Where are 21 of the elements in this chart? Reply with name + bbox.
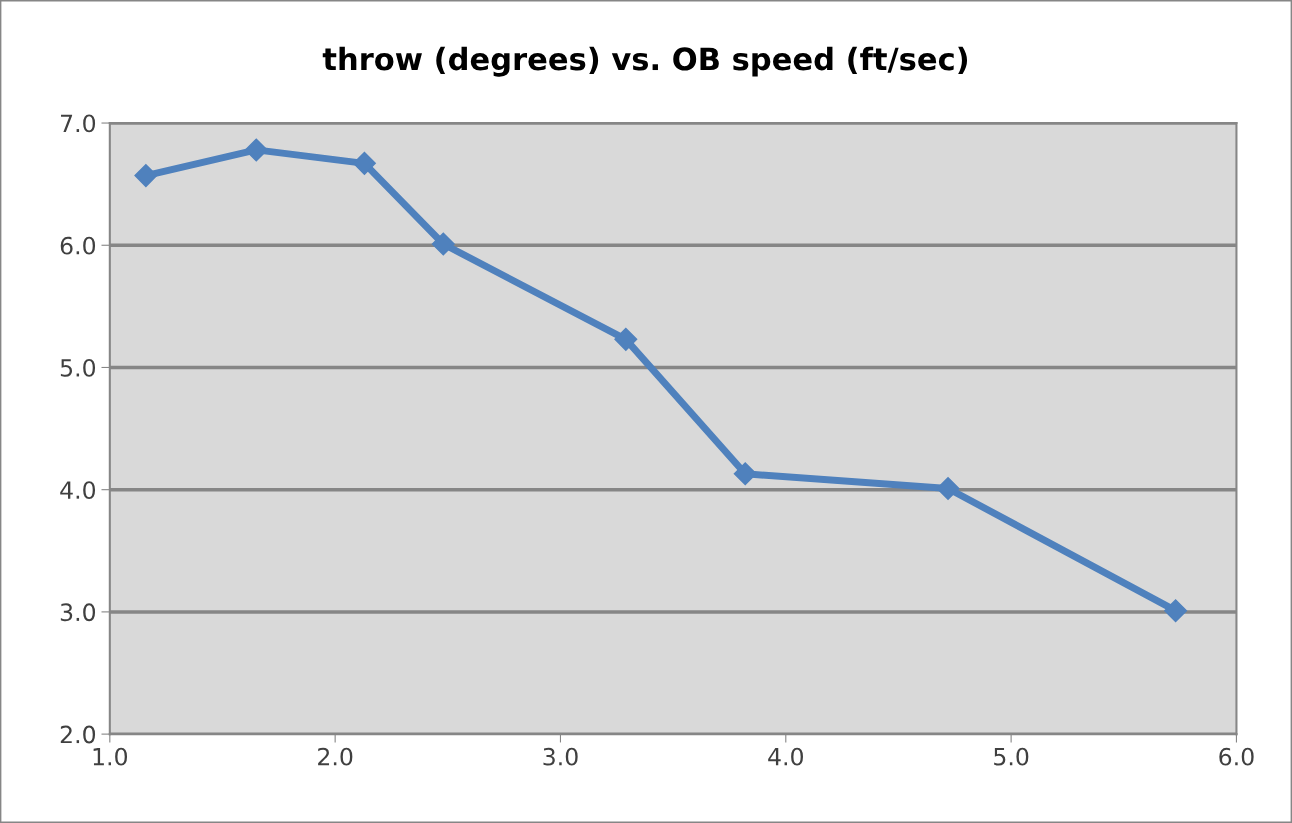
- x-tick-label: 2.0: [318, 747, 353, 766]
- y-tick-label: 3.0: [60, 603, 96, 622]
- x-tick-label: 5.0: [994, 747, 1029, 766]
- point: [431, 232, 455, 256]
- point: [614, 327, 638, 351]
- x-tick-label: 3.0: [543, 747, 578, 766]
- x-tick-label: 4.0: [768, 747, 803, 766]
- y-tick-label: 4.0: [60, 481, 96, 499]
- chart-title: throw (degrees) vs. OB speed (ft/sec): [322, 46, 968, 77]
- x-tick-label: 1.0: [93, 747, 128, 766]
- point: [733, 462, 757, 486]
- point: [244, 138, 268, 162]
- point: [1164, 599, 1188, 623]
- point: [936, 476, 960, 500]
- y-tick-label: 5.0: [60, 358, 96, 377]
- y-tick-label: 2.0: [60, 725, 96, 744]
- y-tick-label: 7.0: [61, 114, 96, 133]
- x-tick-label: 6.0: [1219, 747, 1254, 766]
- y-tick-label: 6.0: [60, 236, 96, 255]
- point: [352, 151, 376, 175]
- point: [134, 164, 158, 188]
